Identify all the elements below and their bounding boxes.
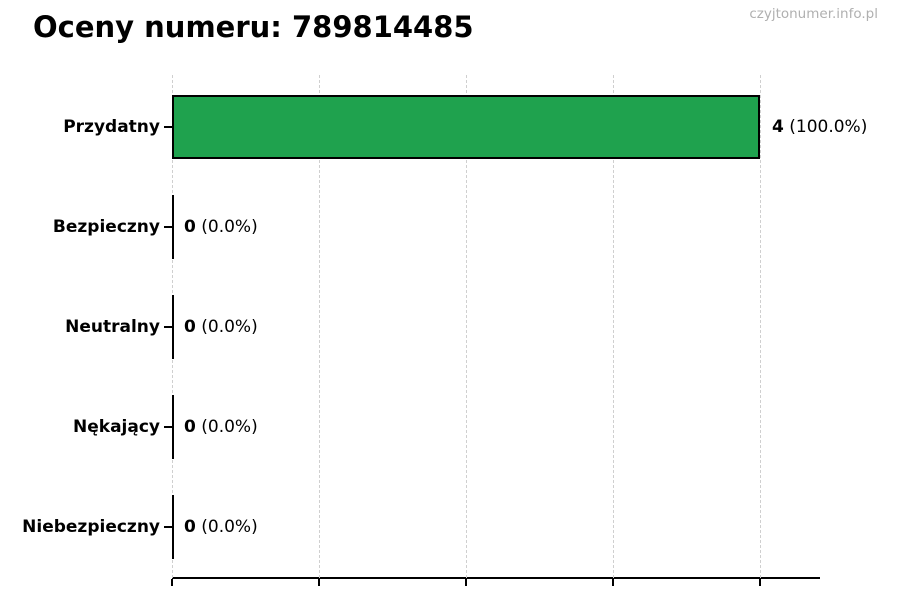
value-number: 4 — [772, 117, 784, 137]
gridline — [759, 75, 761, 578]
x-tick-mark — [612, 579, 614, 586]
value-percent: (0.0%) — [195, 417, 258, 437]
zero-bar — [172, 495, 174, 559]
x-tick-mark — [171, 579, 173, 586]
gridline — [612, 75, 614, 578]
category-label: Niebezpieczny — [22, 517, 160, 537]
y-tick-mark — [164, 426, 172, 428]
value-number: 0 — [184, 317, 196, 337]
value-percent: (0.0%) — [195, 517, 258, 537]
x-axis-line — [172, 577, 820, 579]
zero-bar — [172, 195, 174, 259]
zero-bar — [172, 295, 174, 359]
value-number: 0 — [184, 217, 196, 237]
value-number: 0 — [184, 417, 196, 437]
value-label: 4 (100.0%) — [772, 117, 867, 137]
y-tick-mark — [164, 226, 172, 228]
value-number: 0 — [184, 517, 196, 537]
y-tick-mark — [164, 326, 172, 328]
category-label: Bezpieczny — [52, 217, 160, 237]
gridline — [465, 75, 467, 578]
value-label: 0 (0.0%) — [184, 217, 258, 237]
y-tick-mark — [164, 526, 172, 528]
x-tick-mark — [465, 579, 467, 586]
x-tick-mark — [318, 579, 320, 586]
y-tick-mark — [164, 126, 172, 128]
value-label: 0 (0.0%) — [184, 317, 258, 337]
value-percent: (0.0%) — [195, 217, 258, 237]
gridline — [318, 75, 320, 578]
value-label: 0 (0.0%) — [184, 417, 258, 437]
category-label: Neutralny — [65, 317, 160, 337]
value-percent: (0.0%) — [195, 317, 258, 337]
x-tick-mark — [759, 579, 761, 586]
category-label: Przydatny — [63, 117, 160, 137]
value-label: 0 (0.0%) — [184, 517, 258, 537]
value-percent: (100.0%) — [783, 117, 868, 137]
bar — [172, 95, 760, 159]
category-label: Nękający — [73, 417, 160, 437]
zero-bar — [172, 395, 174, 459]
watermark-text: czyjtonumer.info.pl — [749, 6, 878, 22]
page-title: Oceny numeru: 789814485 — [33, 10, 474, 44]
